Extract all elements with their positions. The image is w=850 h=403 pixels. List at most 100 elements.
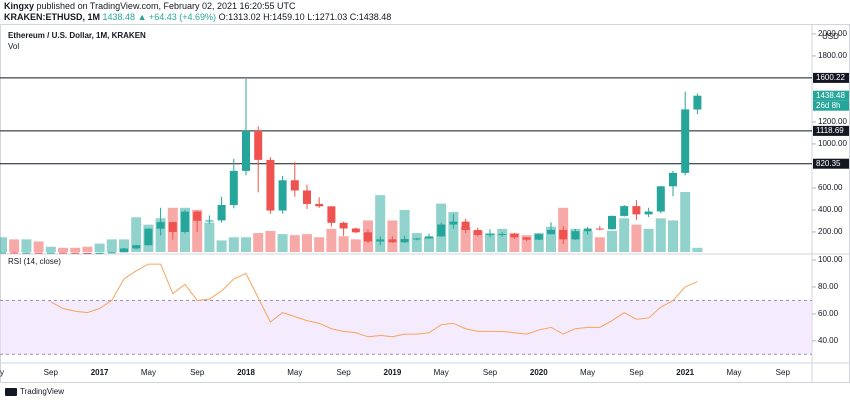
price-tag bbox=[813, 90, 849, 101]
volume-bar bbox=[21, 239, 32, 252]
candle-body bbox=[620, 206, 629, 216]
candle-body bbox=[681, 109, 690, 173]
candle-body bbox=[644, 211, 653, 215]
publisher: Kingxy published on TradingView.com, Feb… bbox=[4, 1, 296, 11]
candle-body bbox=[376, 239, 385, 242]
candle-body bbox=[205, 220, 214, 222]
candle-body bbox=[437, 224, 446, 237]
volume-bar bbox=[533, 233, 544, 252]
rsi-label: RSI (14, close) bbox=[8, 257, 61, 266]
volume-bar bbox=[204, 222, 215, 252]
published-note: published on TradingView.com, February 0… bbox=[37, 1, 296, 11]
volume-bar bbox=[509, 233, 520, 252]
volume-bar bbox=[82, 246, 93, 252]
candle-body bbox=[217, 205, 226, 221]
rsi-line bbox=[50, 263, 698, 338]
volume-bar bbox=[655, 218, 666, 252]
x-tick-label: Sep bbox=[190, 368, 205, 377]
candle-body bbox=[10, 252, 19, 254]
candle-body bbox=[34, 252, 43, 254]
volume-bar bbox=[668, 220, 678, 252]
x-tick-label: May bbox=[287, 368, 302, 377]
volume-bar bbox=[289, 235, 300, 252]
candle-body bbox=[290, 180, 299, 191]
low: L:1271.03 bbox=[307, 12, 347, 22]
volume-bar bbox=[594, 237, 605, 252]
candle-body bbox=[547, 229, 555, 235]
volume-bar bbox=[692, 247, 703, 252]
candle-body bbox=[559, 229, 568, 240]
candle-body bbox=[339, 222, 348, 229]
candle-body bbox=[83, 253, 92, 255]
level-label: 1600.22 bbox=[816, 73, 845, 82]
volume-bar bbox=[216, 240, 227, 252]
level-label: 820.35 bbox=[816, 159, 841, 168]
x-tick-label: May bbox=[141, 368, 156, 377]
volume-bar bbox=[253, 233, 264, 252]
candle-body bbox=[132, 245, 141, 249]
y-tick-label: 1200.00 bbox=[818, 117, 847, 126]
candle-body bbox=[181, 211, 189, 232]
x-tick-label: Sep bbox=[776, 368, 791, 377]
rsi-tick-label: 100.00 bbox=[818, 255, 843, 264]
price-tag-label: 1438.48 bbox=[816, 91, 845, 100]
volume-bar bbox=[448, 212, 459, 252]
volume-bar bbox=[631, 224, 642, 252]
candle-body bbox=[266, 159, 275, 211]
volume-bar bbox=[582, 230, 593, 252]
symbol: KRAKEN:ETHUSD, 1M bbox=[4, 12, 100, 22]
x-tick-label: May bbox=[726, 368, 741, 377]
volume-label: Vol bbox=[8, 42, 19, 51]
candle-body bbox=[571, 231, 580, 240]
volume-bar bbox=[472, 230, 483, 252]
candle-body bbox=[498, 233, 507, 235]
high: H:1459.10 bbox=[263, 12, 305, 22]
y-tick-label: 400.00 bbox=[818, 205, 843, 214]
candle-body bbox=[534, 234, 543, 240]
x-tick-label: 2019 bbox=[384, 368, 402, 377]
volume-bar bbox=[228, 237, 239, 252]
currency: USD bbox=[822, 32, 839, 41]
candle-body bbox=[22, 252, 31, 254]
y-tick-label: 1000.00 bbox=[818, 139, 847, 148]
open: O:1313.02 bbox=[219, 12, 261, 22]
rsi-tick-label: 40.00 bbox=[818, 336, 839, 345]
volume-bar bbox=[106, 239, 117, 252]
volume-bar bbox=[497, 228, 508, 252]
level-label: 1118.69 bbox=[816, 126, 844, 135]
candle-body bbox=[168, 222, 177, 232]
close: C:1438.48 bbox=[350, 12, 392, 22]
candle-body bbox=[303, 190, 311, 204]
x-tick-label: 2018 bbox=[237, 368, 255, 377]
volume-bar bbox=[277, 234, 288, 252]
x-tick-label: Sep bbox=[336, 368, 351, 377]
candle-body bbox=[486, 234, 494, 236]
candle-body bbox=[71, 252, 80, 254]
volume-bar bbox=[70, 247, 81, 252]
candle-body bbox=[583, 228, 592, 232]
candle-body bbox=[315, 203, 324, 207]
candle-body bbox=[412, 238, 421, 240]
candle-body bbox=[120, 248, 128, 253]
x-tick-label: 2021 bbox=[676, 368, 694, 377]
candle-body bbox=[449, 221, 458, 225]
rsi-tick-label: 80.00 bbox=[818, 282, 839, 291]
volume-bar bbox=[460, 226, 471, 252]
volume-bar bbox=[680, 192, 691, 252]
volume-bar bbox=[9, 239, 20, 252]
y-tick-label: 2000.00 bbox=[818, 29, 847, 38]
x-tick-label: 2020 bbox=[530, 368, 548, 377]
rsi-tick-label: 60.00 bbox=[818, 309, 839, 318]
tradingview-logo: TradingView bbox=[5, 387, 64, 396]
candle-body bbox=[46, 252, 55, 254]
candle-body bbox=[59, 252, 67, 254]
candle-body bbox=[693, 95, 702, 110]
volume-bar bbox=[485, 233, 495, 252]
candle-body bbox=[510, 233, 519, 238]
volume-bar bbox=[387, 220, 398, 252]
candle-body bbox=[656, 186, 665, 212]
logo-mark bbox=[5, 388, 17, 396]
brand: TradingView bbox=[20, 387, 64, 396]
x-tick-label: May bbox=[580, 368, 595, 377]
